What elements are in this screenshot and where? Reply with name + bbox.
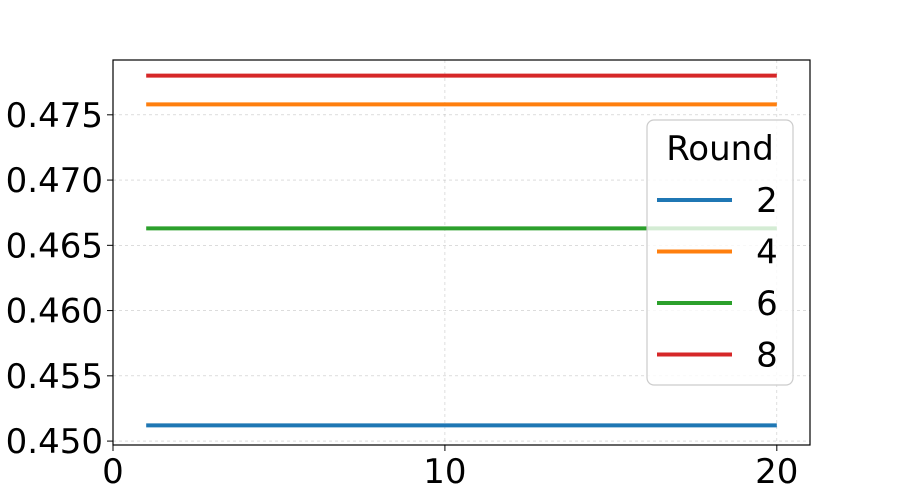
x-tick-label: 20 — [755, 452, 798, 492]
y-tick-label: 0.465 — [6, 226, 103, 266]
x-tick-label: 10 — [423, 452, 466, 492]
legend-label-2: 2 — [756, 181, 778, 221]
y-axis: 0.450 0.455 0.460 0.465 0.470 0.475 — [6, 96, 113, 462]
grid — [112, 60, 810, 445]
y-tick-label: 0.455 — [6, 357, 103, 397]
legend: Round 2 4 6 8 — [646, 119, 794, 386]
plot-frame — [112, 59, 811, 446]
legend-title: Round — [666, 129, 774, 169]
y-tick-label: 0.450 — [6, 422, 103, 462]
y-tick-label: 0.470 — [6, 161, 103, 201]
legend-label-8: 8 — [756, 336, 778, 376]
y-tick-label: 0.475 — [6, 96, 103, 136]
y-tick-label: 0.460 — [6, 292, 103, 332]
legend-label-6: 6 — [756, 284, 778, 324]
x-tick-label: 0 — [102, 452, 124, 492]
legend-label-4: 4 — [756, 233, 778, 273]
x-axis: 0 10 20 — [102, 445, 798, 492]
